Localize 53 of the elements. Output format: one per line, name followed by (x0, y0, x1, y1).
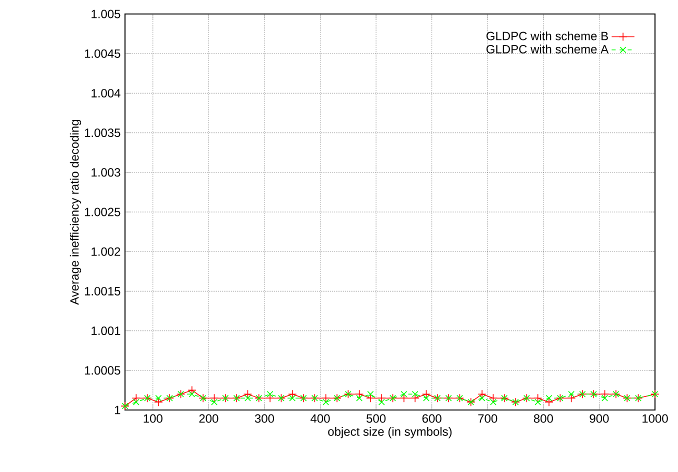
point (356, 394, 363, 402)
point (546, 394, 552, 402)
point (568, 390, 575, 398)
x-tick-label: 400 (310, 414, 330, 423)
legend-label: GLDPC with scheme B (486, 31, 608, 40)
x-tick-label: 500 (366, 414, 386, 423)
x-tick-label: 600 (422, 414, 442, 423)
point (188, 386, 196, 395)
point (602, 394, 608, 402)
y-axis-title: Average inefficiency ratio decoding (70, 120, 82, 305)
point (478, 394, 486, 402)
x-tick-label: 300 (254, 414, 274, 423)
point (366, 394, 375, 403)
x-axis-title: object size (in symbols) (328, 427, 452, 438)
y-tick-label: 1.0025 (84, 208, 120, 216)
point (266, 390, 274, 398)
y-tick-label: 1.0035 (84, 128, 120, 138)
y-tick-label: 1.004 (92, 88, 120, 98)
x-tick-label: 200 (199, 414, 218, 423)
point (155, 394, 162, 402)
point (266, 394, 274, 403)
x-tick-label: 800 (534, 414, 553, 423)
y-tick-label: 1.0015 (84, 286, 120, 296)
x-tick-label: 100 (144, 414, 162, 423)
point (378, 398, 385, 406)
point (412, 390, 418, 398)
point (410, 394, 420, 403)
point (400, 394, 408, 403)
y-tick-label: 1.0005 (84, 366, 120, 375)
x-tick-label: 900 (590, 414, 609, 423)
y-tick-label: 1 (114, 406, 120, 414)
point (544, 398, 554, 406)
y-tick-label: 1.0045 (84, 49, 120, 58)
point (289, 394, 296, 402)
point (367, 390, 374, 398)
point (400, 390, 408, 398)
point (188, 390, 196, 398)
point (534, 398, 542, 406)
point (211, 398, 218, 406)
point (244, 394, 251, 402)
point (154, 398, 163, 406)
y-tick-label: 1.005 (92, 10, 120, 18)
point (322, 398, 330, 406)
y-tick-label: 1.001 (92, 326, 120, 336)
x-tick-label: 1000 (642, 414, 668, 423)
y-tick-label: 1.002 (92, 247, 120, 256)
point (423, 394, 430, 402)
legend-label: GLDPC with scheme A (486, 44, 609, 54)
point (490, 398, 496, 406)
point (566, 394, 576, 403)
y-tick-label: 1.003 (92, 168, 120, 177)
x-tick-label: 700 (478, 414, 498, 423)
point (132, 398, 140, 406)
